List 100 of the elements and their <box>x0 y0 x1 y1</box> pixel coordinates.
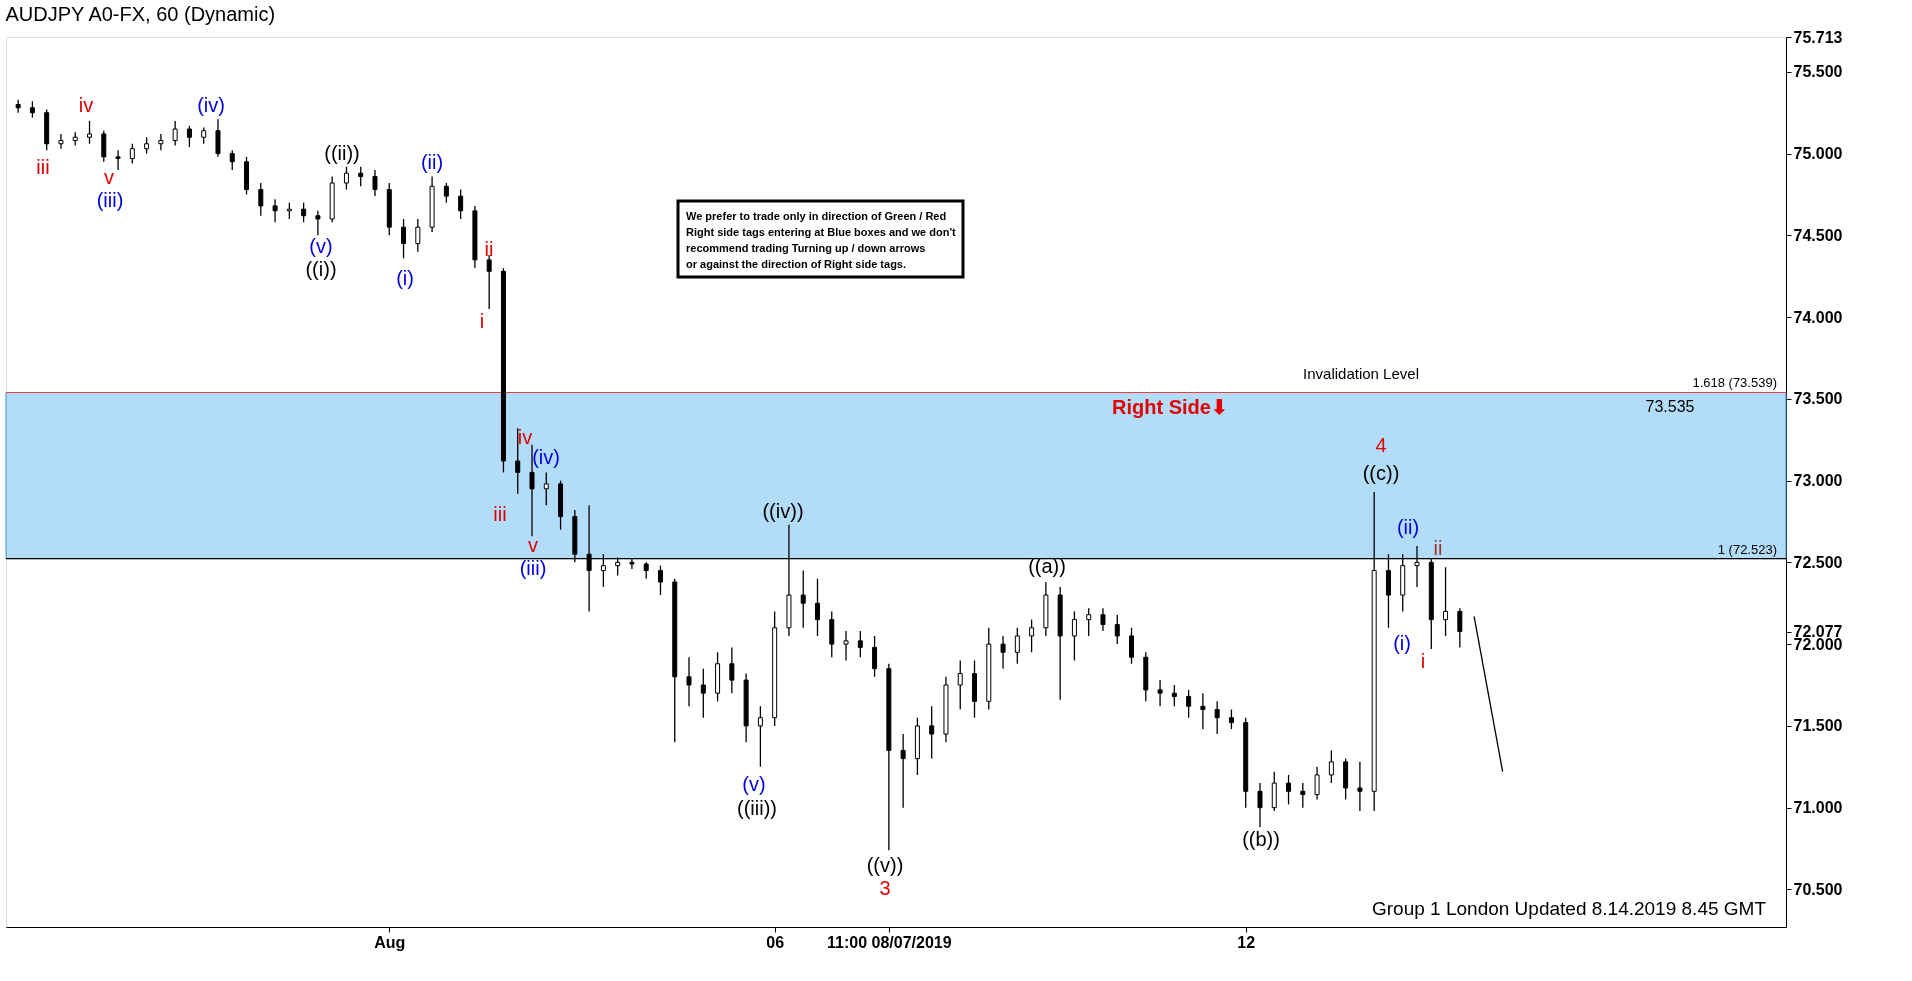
candlestick <box>729 646 735 694</box>
candlestick <box>1029 618 1035 653</box>
candlestick <box>800 569 806 629</box>
annotation: ((v)) <box>866 854 904 876</box>
candlestick <box>1186 689 1192 719</box>
candlestick <box>458 188 464 220</box>
candlestick <box>1114 614 1120 645</box>
candlestick <box>686 656 692 707</box>
candlestick <box>929 705 935 760</box>
candlestick <box>1171 684 1177 707</box>
candlestick <box>115 149 121 171</box>
candlestick <box>814 578 820 637</box>
y-tick-label: 70.500 <box>1793 880 1843 898</box>
candlestick <box>872 635 878 678</box>
candlestick <box>415 218 421 253</box>
candlestick <box>1257 782 1263 828</box>
x-tick-label: 11:00 08/07/2019 <box>827 933 952 951</box>
annotation: iv <box>78 94 94 116</box>
candlestick <box>229 149 235 171</box>
x-tick-label: 06 <box>766 933 785 951</box>
candlestick <box>900 733 906 809</box>
ref-line-label: 1.618 (73.539) <box>1692 375 1777 391</box>
candlestick <box>1357 761 1363 812</box>
annotation: 73.535 <box>1645 398 1695 415</box>
annotation: (i) <box>1393 632 1411 654</box>
candlestick <box>1214 700 1220 735</box>
candlestick <box>401 218 407 259</box>
candlestick <box>1328 749 1334 784</box>
candlestick <box>172 120 178 147</box>
candlestick <box>215 118 221 158</box>
y-tick-label: 74.000 <box>1793 308 1843 326</box>
annotation: We prefer to trade only in direction of Green / Red Right side tags entering at Blue boxes and we don't recommend trading Turning up / down arrows or against the direction of Right side tags. <box>686 210 957 270</box>
annotation: v <box>104 166 114 188</box>
candlestick <box>58 133 64 150</box>
annotation: v <box>528 534 538 556</box>
candlestick <box>358 166 364 187</box>
y-tick-label: 75.000 <box>1793 145 1843 163</box>
annotation: ii <box>484 238 494 260</box>
annotation: ((b)) <box>1242 828 1280 850</box>
annotation: (v) <box>742 773 766 795</box>
candlestick <box>372 169 378 197</box>
candlestick <box>529 443 535 537</box>
annotation: iv <box>517 426 533 448</box>
candlestick <box>272 198 278 223</box>
annotation: (iii) <box>519 557 547 579</box>
annotation: (iv) <box>197 94 225 116</box>
y-tick-label: 71.500 <box>1793 717 1843 735</box>
candlestick <box>315 210 321 236</box>
candlestick <box>15 98 21 114</box>
candlestick <box>1457 607 1463 649</box>
candlestick <box>1300 782 1306 809</box>
candlestick <box>700 668 706 719</box>
annotation: ((ii)) <box>324 142 360 164</box>
annotation: i <box>1420 650 1426 672</box>
candlestick <box>1157 679 1163 707</box>
annotation: (ii) <box>420 151 444 173</box>
annotation: (ii) <box>1396 516 1420 538</box>
x-tick-label: 12 <box>1237 933 1256 951</box>
candlestick <box>1071 610 1077 662</box>
candlestick <box>843 630 849 662</box>
candlestick <box>158 133 164 151</box>
annotation: 3 <box>879 877 891 899</box>
candlestick <box>443 182 449 204</box>
annotation: Group 1 London Updated 8.14.2019 8.45 GMT <box>1372 898 1767 919</box>
candlestick <box>857 630 863 658</box>
candlestick <box>515 427 521 495</box>
candlestick <box>101 130 107 163</box>
annotation: ((iii)) <box>737 797 777 819</box>
candlestick <box>186 125 192 148</box>
candlestick <box>957 659 963 711</box>
annotation: ((i)) <box>305 258 337 280</box>
candlestick <box>1129 627 1135 665</box>
y-tick-label: 73.000 <box>1793 472 1843 490</box>
candlestick <box>757 705 763 768</box>
ref-line-label: 1 (72.523) <box>1717 541 1777 557</box>
annotation: i <box>479 310 485 332</box>
candlestick <box>1286 774 1292 806</box>
y-tick-label: 74.500 <box>1793 226 1843 244</box>
candlestick <box>1000 635 1006 670</box>
annotation: ((a)) <box>1028 555 1066 577</box>
candlestick <box>1443 566 1449 637</box>
x-tick-label: Aug <box>374 933 406 951</box>
candlestick <box>1228 708 1234 730</box>
candlestick <box>1014 627 1020 665</box>
candlestick <box>343 166 349 191</box>
candlestick <box>87 120 93 145</box>
y-tick-label: 75.713 <box>1793 28 1843 46</box>
annotation: ii <box>1433 537 1443 559</box>
y-tick-label: 75.500 <box>1793 63 1843 81</box>
candlestick <box>657 564 663 596</box>
annotation: ((c)) <box>1362 462 1400 484</box>
annotation: ((iv)) <box>762 500 804 522</box>
candlestick <box>486 254 492 310</box>
candlestick <box>1086 607 1092 637</box>
annotation: (i) <box>396 267 414 289</box>
y-tick-label: 73.500 <box>1793 390 1843 408</box>
annotation: (v) <box>309 235 333 257</box>
y-tick-label: 71.000 <box>1793 799 1843 817</box>
candlestick <box>1200 692 1206 730</box>
candlestick <box>129 143 135 165</box>
